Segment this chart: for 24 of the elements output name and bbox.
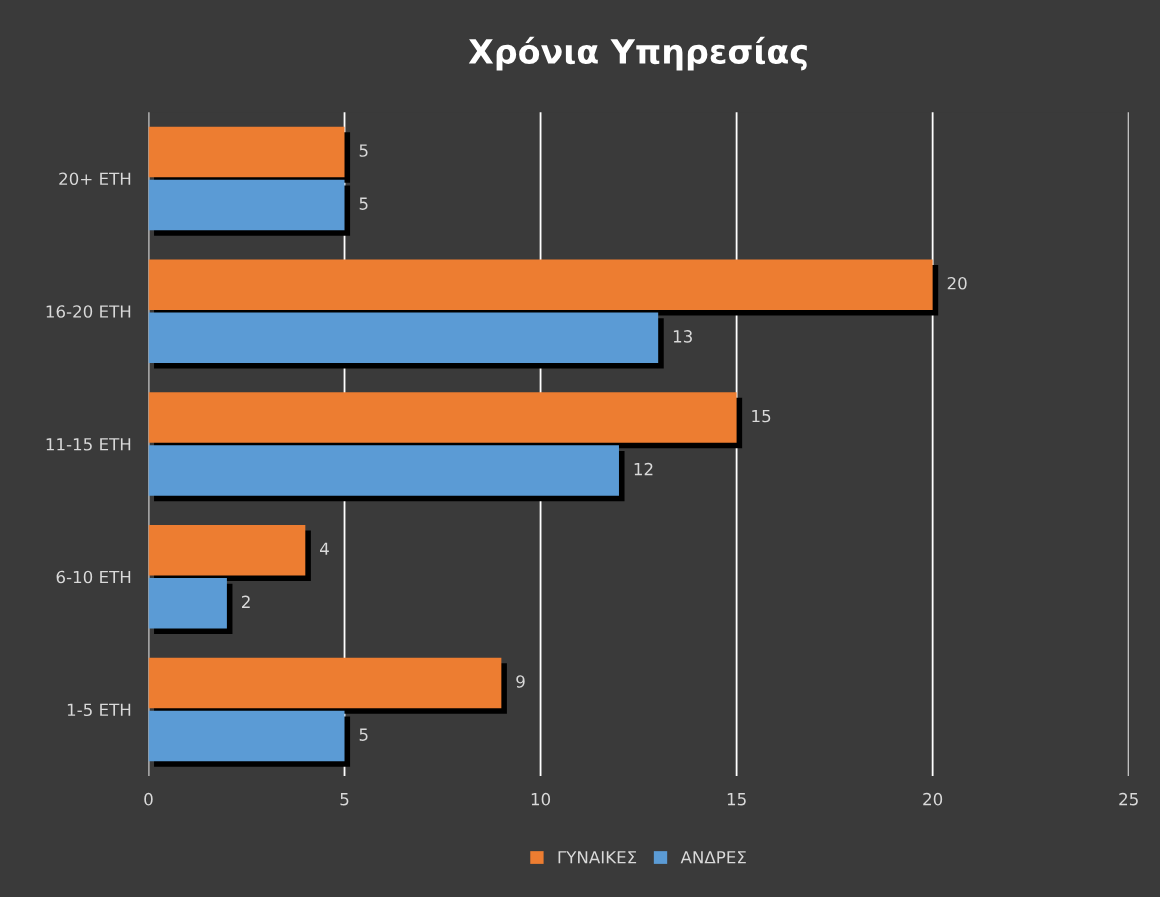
y-tick-label: 1-5 ΕΤΗ <box>67 703 131 717</box>
y-tick-label: 20+ ΕΤΗ <box>59 172 131 186</box>
x-tick-label: 10 <box>531 792 551 806</box>
x-tick-label: 15 <box>727 793 746 806</box>
x-tick-label: 20 <box>923 792 943 806</box>
data-label: 2 <box>242 595 250 608</box>
data-label: 13 <box>673 330 692 343</box>
data-label: 5 <box>359 197 368 210</box>
y-tick-label: 6-10 ΕΤΗ <box>56 570 131 584</box>
legend-label: ΓΥΝΑΙΚΕΣ <box>558 851 637 864</box>
y-tick-label: 16-20 ΕΤΗ <box>46 305 131 318</box>
data-label: 5 <box>359 144 368 157</box>
x-tick-label: 25 <box>1119 792 1138 806</box>
data-label: 12 <box>634 462 653 476</box>
data-label: 4 <box>320 542 329 555</box>
data-label: 15 <box>752 409 771 423</box>
x-tick-label: 5 <box>340 793 349 806</box>
x-tick-label: 0 <box>144 792 153 806</box>
y-tick-label: 11-15 ΕΤΗ <box>46 438 131 451</box>
legend-label: ΑΝΔΡΕΣ <box>680 851 746 864</box>
chart-title: Χρόνια Υπηρεσίας <box>468 36 807 71</box>
data-label: 9 <box>516 675 525 688</box>
data-label: 5 <box>359 728 368 741</box>
data-label: 20 <box>947 276 967 290</box>
